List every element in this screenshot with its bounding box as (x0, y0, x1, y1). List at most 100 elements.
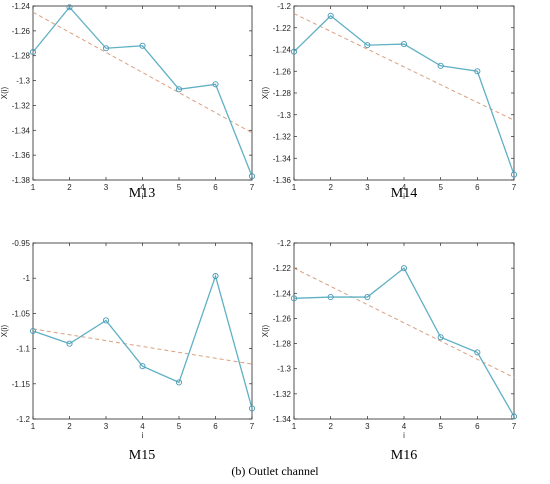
x-tick-label: 3 (104, 183, 109, 192)
data-point (175, 379, 183, 386)
x-tick-label: 7 (512, 183, 517, 192)
series-line (32, 6, 253, 177)
y-tick-label: -1.24 (273, 46, 292, 55)
y-tick-label: -1.2 (277, 2, 291, 11)
x-tick-label: 6 (213, 422, 218, 431)
x-tick-label: 5 (177, 422, 182, 431)
y-tick-label: -1.26 (273, 314, 292, 323)
y-tick-label: -1.26 (12, 27, 31, 36)
trend-line (32, 11, 253, 134)
data-point (290, 48, 298, 55)
x-tick-label: 2 (67, 422, 72, 431)
y-tick-label: -1.34 (12, 126, 31, 135)
panel-title: M14 (391, 186, 417, 201)
panel-title: M16 (391, 448, 417, 463)
y-tick-label: -1.32 (273, 133, 292, 142)
x-tick-label: 4 (402, 183, 407, 192)
y-tick-label: -1.05 (12, 309, 31, 318)
x-tick-label: 3 (365, 422, 370, 431)
data-point (248, 173, 256, 180)
plot-frame (293, 5, 515, 181)
x-tick-label: 4 (402, 422, 407, 431)
data-point (29, 48, 37, 56)
data-point (364, 294, 371, 301)
x-tick-label: 1 (31, 183, 36, 192)
data-point (364, 42, 371, 49)
trend-line (293, 267, 515, 378)
x-tick-label: 2 (67, 183, 72, 192)
x-tick-label: 4 (140, 422, 145, 431)
x-tick-label: 1 (292, 422, 297, 431)
data-point (102, 45, 110, 52)
x-axis-label: i (142, 192, 144, 201)
data-point (290, 295, 298, 302)
y-tick-label: -1.34 (273, 415, 292, 424)
y-tick-label: -1.36 (12, 151, 31, 160)
data-point (400, 41, 408, 48)
trend-line (32, 328, 253, 365)
y-axis-label: X(i) (0, 86, 9, 99)
x-tick-label: 3 (365, 183, 370, 192)
data-point (175, 86, 183, 93)
y-tick-label: -1.28 (12, 52, 31, 61)
data-point (437, 62, 444, 69)
data-point (474, 349, 481, 356)
plot-frame (32, 242, 253, 420)
panel-m15: 1 2 3 4 5 6 7 -0.95 -1 -1.05 -1.1 -1.15 -1.2 i X(i) M15 (0, 239, 256, 463)
x-tick-label: 5 (438, 422, 443, 431)
y-tick-label: -1.34 (273, 154, 292, 163)
y-tick-label: -1.15 (12, 380, 31, 389)
y-tick-label: -1.32 (12, 101, 31, 110)
y-tick-label: -1.28 (273, 89, 292, 98)
y-tick-label: -1.2 (277, 239, 291, 248)
data-point (212, 273, 219, 280)
series-line (32, 273, 253, 409)
y-tick-label: -0.95 (12, 239, 31, 248)
data-point (327, 12, 334, 19)
y-axis-label: X(i) (0, 324, 9, 337)
x-tick-label: 4 (140, 183, 145, 192)
y-tick-label: -1.38 (12, 176, 31, 185)
x-tick-label: 6 (213, 183, 218, 192)
y-tick-label: -1.3 (16, 77, 30, 86)
y-tick-label: -1.22 (273, 24, 292, 33)
data-point (66, 4, 73, 11)
y-tick-label: -1 (23, 274, 31, 283)
data-point (139, 363, 146, 370)
data-point (66, 340, 73, 347)
data-point (102, 317, 110, 324)
x-tick-label: 5 (177, 183, 182, 192)
data-point (29, 327, 37, 335)
y-axis-label: X(i) (261, 324, 270, 337)
x-tick-label: 1 (292, 183, 297, 192)
panel-title: M13 (129, 186, 155, 201)
panel-m16: 1 2 3 4 5 6 7 -1.2 -1.22 -1.24 -1.26 -1.28 -1.3 -1.32… (261, 239, 518, 463)
data-point (474, 68, 481, 75)
y-tick-label: -1.32 (273, 390, 292, 399)
trend-line (293, 13, 515, 121)
x-tick-label: 1 (31, 422, 36, 431)
data-point (212, 81, 219, 88)
y-tick-label: -1.3 (277, 365, 291, 374)
y-tick-label: -1.1 (16, 345, 30, 354)
data-point (510, 171, 518, 178)
x-tick-label: 7 (250, 183, 255, 192)
panel-m13: 1 2 3 4 5 6 7 -1.24 -1.26 -1.28 -1.3 -1.32 -1.34 -1.3… (0, 2, 256, 201)
y-tick-label: -1.3 (277, 111, 291, 120)
y-axis-label: X(i) (261, 86, 270, 99)
x-tick-label: 6 (475, 183, 480, 192)
panel-title: M15 (129, 448, 155, 463)
data-point (248, 405, 256, 412)
data-point (139, 42, 146, 49)
series-line (293, 267, 515, 417)
x-axis-label: i (142, 431, 144, 440)
data-point (510, 413, 518, 420)
y-tick-label: -1.2 (16, 415, 30, 424)
y-tick-label: -1.22 (273, 264, 292, 273)
data-point (327, 294, 334, 301)
y-tick-label: -1.36 (273, 176, 292, 185)
y-tick-label: -1.24 (12, 2, 31, 11)
data-point (437, 334, 444, 341)
x-axis-label: i (403, 431, 405, 440)
